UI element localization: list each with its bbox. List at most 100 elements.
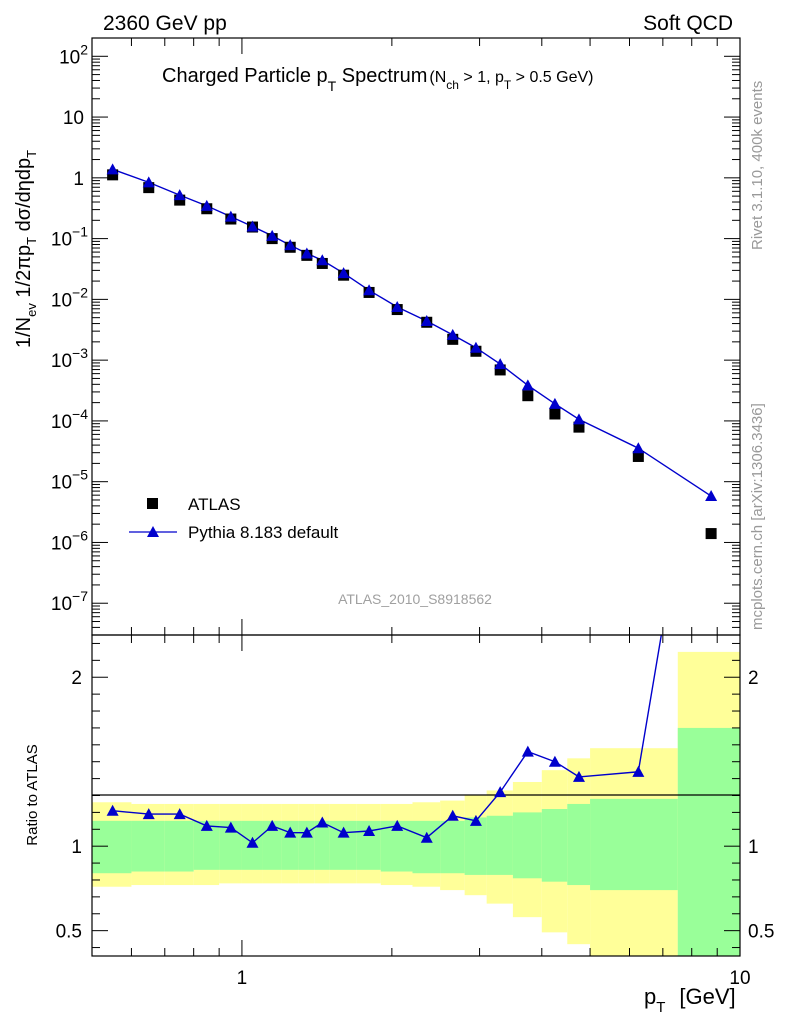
pythia-point (337, 267, 350, 279)
green-band (486, 815, 513, 875)
legend-atlas-label: ATLAS (188, 495, 241, 514)
green-band (164, 820, 194, 872)
pythia-ratio-line (112, 635, 663, 844)
atlas-point (107, 169, 119, 181)
analysis-watermark: ATLAS_2010_S8918562 (338, 591, 492, 607)
pythia-ratio-point (300, 826, 313, 838)
pythia-point (300, 247, 313, 259)
atlas-point (705, 528, 717, 540)
atlas-point (632, 450, 644, 462)
pythia-point (316, 254, 329, 266)
pythia-point (572, 413, 585, 425)
rivet-label: Rivet 3.1.10, 400k events (749, 81, 766, 250)
pythia-ratio-point (106, 804, 119, 816)
pythia-point (142, 176, 155, 188)
pythia-point (363, 284, 376, 296)
chart-title: Charged Particle pT Spectrum (Nch > 1, pT… (162, 65, 593, 94)
pythia-point (446, 328, 459, 340)
pythia-ratio-point (521, 745, 534, 757)
x-tick-label: 10 (729, 968, 750, 989)
atlas-point (522, 390, 534, 402)
atlas-point (494, 364, 506, 376)
upper-ylabel: 1/Nev 1/2πpT dσ/dηdpT (13, 150, 39, 348)
pythia-ratio-point (337, 826, 350, 838)
legend: ATLAS Pythia 8.183 default (129, 495, 339, 542)
pythia-point (391, 300, 404, 312)
pythia-point (200, 199, 213, 211)
lower-panel: 0.5 0.5 1 1 2 2 1 10 (56, 38, 774, 989)
pythia-ratio-point (224, 821, 237, 833)
green-band (412, 820, 441, 874)
lower-y-tick-label-right: 2 (748, 668, 759, 689)
green-band (219, 820, 242, 870)
pythia-ratio-point (548, 755, 561, 767)
pythia-ratio-point (266, 819, 279, 831)
lower-y-tick-label: 1 (71, 837, 82, 858)
atlas-point (174, 194, 186, 206)
atlas-point (573, 421, 585, 433)
upper-y-tick-label: 10−6 (51, 527, 88, 554)
upper-panel: 102 10 1 10−1 10−2 10−3 10−4 10−5 10−6 10−7 (51, 37, 741, 636)
green-band (314, 820, 330, 870)
upper-y-tick-label: 10−2 (51, 284, 88, 311)
pythia-ratio-point (316, 816, 329, 828)
pythia-ratio-point (284, 826, 297, 838)
pythia-point (494, 358, 507, 370)
x-tick-label: 1 (237, 968, 248, 989)
upper-y-tick-label: 10−4 (51, 406, 88, 433)
pythia-point (224, 210, 237, 222)
pythia-point (632, 442, 645, 454)
pythia-ratio-point (363, 824, 376, 836)
pythia-ratio-point (391, 819, 404, 831)
upper-y-tick-label: 1 (73, 169, 84, 190)
header-left: 2360 GeV pp (103, 12, 227, 35)
pythia-ratio-point (420, 831, 433, 843)
pythia-point (548, 397, 561, 409)
legend-pythia-label: Pythia 8.183 default (188, 523, 339, 542)
legend-atlas-marker (147, 498, 158, 509)
lower-ylabel: Ratio to ATLAS (24, 744, 41, 845)
upper-frame (91, 37, 741, 636)
pythia-line (112, 168, 712, 497)
upper-y-tick-label: 10−1 (51, 224, 88, 251)
green-band (590, 798, 678, 891)
lower-y-tick-label: 0.5 (56, 922, 82, 943)
pythia-point (705, 490, 718, 502)
pythia-point (284, 239, 297, 251)
green-band (262, 820, 282, 870)
pythia-point (106, 163, 119, 175)
green-band (131, 820, 165, 872)
pythia-ratio-point (142, 808, 155, 820)
pythia-point (266, 229, 279, 241)
green-band (677, 727, 740, 956)
green-band (440, 820, 465, 874)
pythia-ratio-point (246, 836, 259, 848)
upper-y-tick-label: 102 (59, 41, 88, 68)
green-band (541, 809, 568, 882)
upper-y-tick-label: 10 (63, 108, 84, 129)
mcplots-label: mcplots.cern.ch [arXiv:1306.3436] (749, 403, 766, 630)
pythia-ratio-point (200, 819, 213, 831)
pythia-ratio-point (632, 765, 645, 777)
green-band (567, 803, 591, 886)
lower-y-tick-label: 2 (71, 668, 82, 689)
atlas-point (143, 182, 155, 194)
upper-y-tick-label: 10−3 (51, 345, 88, 372)
pythia-point (469, 341, 482, 353)
pythia-ratio-point (469, 814, 482, 826)
upper-y-tick-label: 10−7 (51, 588, 88, 615)
pythia-point (420, 315, 433, 327)
pythia-ratio-point (572, 770, 585, 782)
pythia-ratio-point (494, 786, 507, 798)
atlas-point (549, 408, 561, 420)
green-band (464, 817, 487, 875)
pythia-point (246, 220, 259, 232)
pythia-point (521, 379, 534, 391)
pythia-point (173, 189, 186, 201)
upper-y-tick-label: 10−5 (51, 467, 88, 494)
lower-y-tick-label-right: 1 (748, 837, 759, 858)
header-right: Soft QCD (643, 12, 733, 35)
lower-y-tick-label-right: 0.5 (748, 922, 774, 943)
pythia-ratio-point (446, 809, 459, 821)
